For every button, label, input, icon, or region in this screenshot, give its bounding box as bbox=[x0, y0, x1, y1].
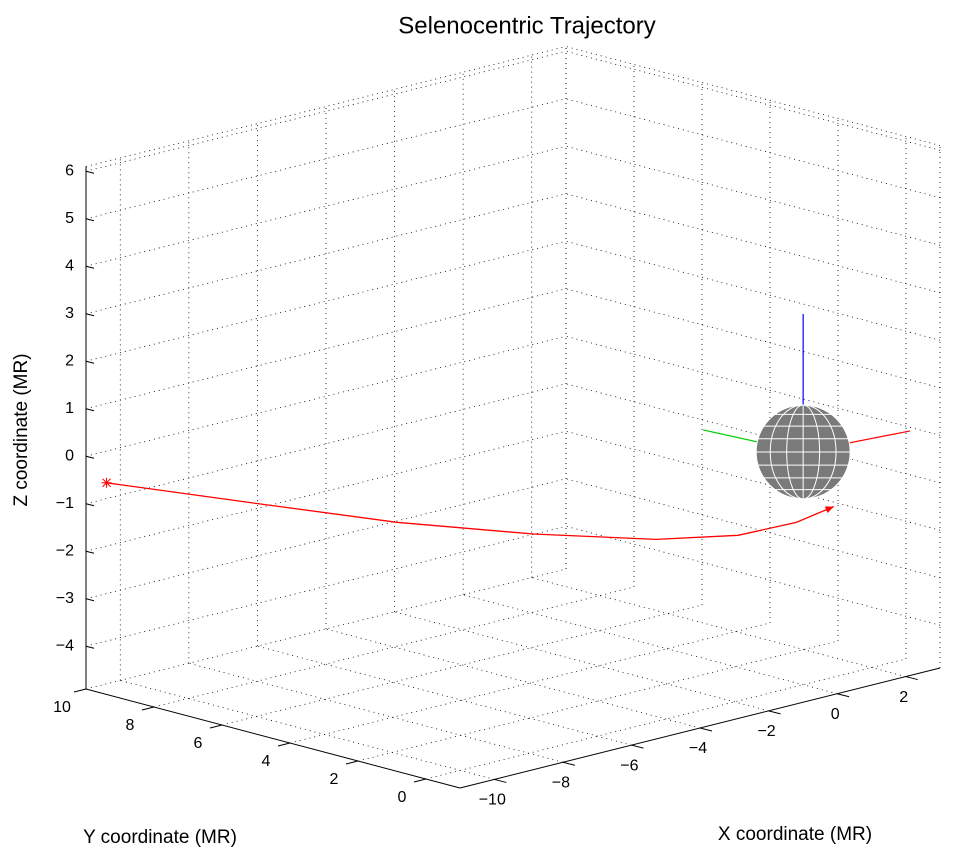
tick-mark bbox=[85, 645, 95, 649]
z-tick-label: −1 bbox=[56, 495, 74, 512]
tick-mark bbox=[494, 778, 507, 783]
grid-line bbox=[463, 594, 838, 695]
grid-line bbox=[565, 193, 941, 294]
z-tick-label: 4 bbox=[65, 257, 74, 274]
tick-mark bbox=[85, 170, 95, 174]
grid-line bbox=[565, 478, 941, 579]
z-tick-label: 5 bbox=[65, 210, 74, 227]
grid-line bbox=[257, 645, 632, 746]
tick-mark bbox=[85, 550, 95, 554]
x-tick-label: 2 bbox=[899, 689, 908, 706]
y-tick-label: 10 bbox=[53, 699, 71, 716]
x-axis-label: X coordinate (MR) bbox=[718, 824, 872, 845]
x-tick-label: −10 bbox=[479, 792, 506, 809]
z-tick-label: 6 bbox=[65, 162, 74, 179]
tick-mark bbox=[562, 761, 575, 766]
tick-mark bbox=[85, 408, 95, 412]
z-tick-label: −2 bbox=[56, 542, 74, 559]
tick-mark bbox=[85, 598, 95, 602]
tick-mark bbox=[413, 778, 427, 783]
trajectory bbox=[106, 482, 835, 541]
x-tick-label: 0 bbox=[831, 706, 840, 723]
grid-line bbox=[565, 335, 941, 436]
grid-line bbox=[153, 586, 635, 708]
grid-line bbox=[565, 383, 941, 484]
y-tick-label: 0 bbox=[398, 789, 407, 806]
y-tick-label: 2 bbox=[330, 771, 339, 788]
tick-mark bbox=[141, 706, 155, 711]
arrow-head bbox=[824, 506, 834, 514]
tick-mark bbox=[85, 313, 95, 317]
x-tick-label: −2 bbox=[757, 723, 775, 740]
x-tick-label: −6 bbox=[620, 757, 638, 774]
tick-mark bbox=[209, 724, 223, 729]
chart-title: Selenocentric Trajectory bbox=[398, 12, 655, 39]
grid-line bbox=[120, 680, 495, 780]
z-tick-label: −3 bbox=[56, 590, 74, 607]
grid-line bbox=[565, 288, 941, 389]
z-tick-label: 2 bbox=[65, 352, 74, 369]
z-tick-label: 1 bbox=[65, 400, 74, 417]
tick-mark bbox=[85, 218, 95, 222]
grid-line bbox=[531, 577, 906, 677]
x-tick-label: −8 bbox=[552, 775, 570, 792]
grid-line bbox=[565, 430, 941, 531]
z-tick-label: −4 bbox=[56, 637, 74, 654]
tick-mark bbox=[905, 676, 918, 681]
z-tick-label: 3 bbox=[65, 305, 74, 322]
z-tick-label: 0 bbox=[65, 447, 74, 464]
tick-mark bbox=[85, 503, 95, 507]
y-tick-label: 4 bbox=[262, 753, 271, 770]
y-tick-label: 6 bbox=[194, 735, 203, 752]
tick-mark bbox=[345, 760, 359, 765]
grid-line bbox=[565, 240, 941, 341]
tick-mark bbox=[85, 265, 95, 269]
tick-mark bbox=[699, 727, 713, 732]
grid-line bbox=[565, 98, 941, 199]
tick-mark bbox=[73, 688, 87, 693]
grid-line bbox=[565, 525, 941, 626]
grid-line bbox=[565, 50, 941, 151]
grid-line bbox=[188, 662, 563, 763]
axis-line bbox=[85, 688, 461, 789]
z-axis-label: Z coordinate (MR) bbox=[11, 353, 32, 506]
grid-line bbox=[394, 611, 769, 712]
grid-line bbox=[565, 145, 941, 246]
box-edge bbox=[565, 46, 941, 146]
tick-mark bbox=[768, 710, 781, 715]
tick-mark bbox=[85, 455, 95, 459]
tick-mark bbox=[631, 744, 644, 749]
grid-line bbox=[221, 604, 703, 726]
grid-line bbox=[325, 628, 701, 729]
start-marker bbox=[101, 477, 112, 488]
x-tick-label: −4 bbox=[689, 740, 707, 757]
tick-mark bbox=[837, 693, 850, 698]
tick-mark bbox=[85, 360, 95, 364]
y-axis-label: Y coordinate (MR) bbox=[83, 827, 237, 848]
y-tick-label: 8 bbox=[126, 717, 135, 734]
tick-mark bbox=[277, 742, 291, 747]
